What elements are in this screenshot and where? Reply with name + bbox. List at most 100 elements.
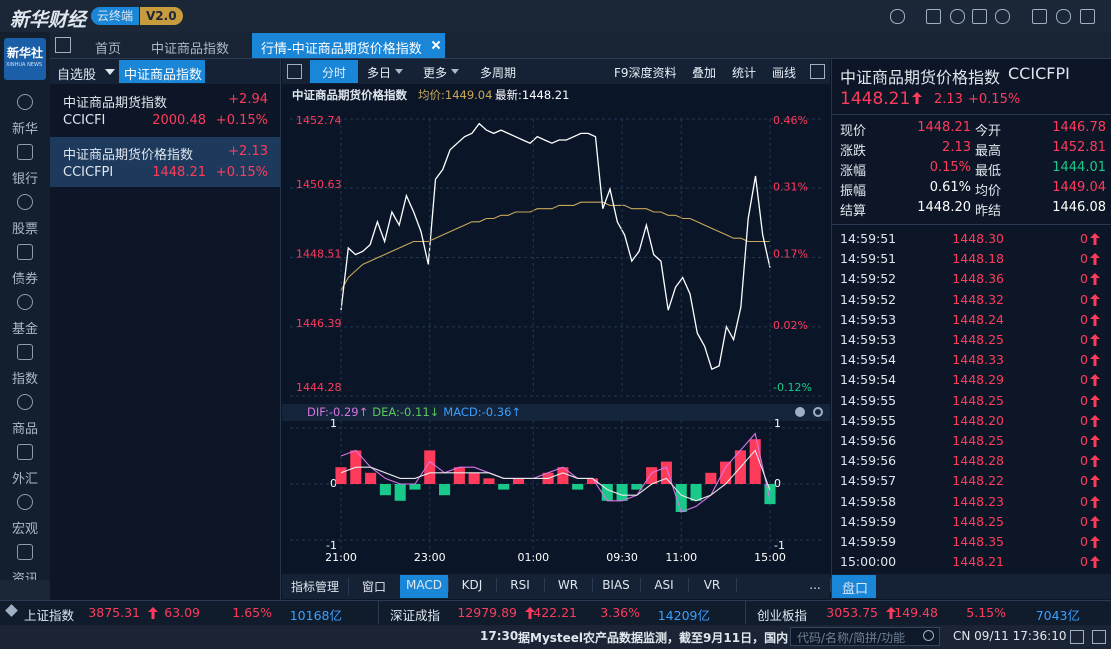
toolbar-icon[interactable] [1056, 9, 1071, 24]
dropdown-caret[interactable] [395, 69, 403, 74]
trade-price: 1448.25 [952, 513, 1004, 529]
news-time: 17:30 [480, 629, 519, 643]
dropdown-caret[interactable] [105, 69, 115, 75]
stat-label: 涨幅 [840, 164, 867, 179]
tab[interactable]: 中证商品指数 [151, 42, 230, 57]
nav-label[interactable]: 商品 [12, 422, 39, 437]
indicator-tab[interactable]: 窗口 [348, 578, 401, 595]
item-code[interactable]: CCICFPI [63, 165, 114, 180]
macd-bar [705, 472, 717, 484]
item-change[interactable]: +2.13 [228, 144, 268, 159]
indicator-tab[interactable]: BIAS [592, 578, 641, 592]
index-price: 12979.89 [457, 605, 517, 620]
active-quote-tab[interactable] [832, 575, 876, 598]
index-name[interactable]: 上证指数 [24, 608, 75, 623]
nav-icon[interactable] [17, 244, 33, 260]
status-icon[interactable] [1092, 630, 1106, 644]
watchlist-tab-active[interactable] [119, 60, 205, 83]
nav-label[interactable]: 股票 [12, 222, 39, 237]
trade-price: 1448.25 [952, 332, 1004, 347]
panel-toggle-icon[interactable] [287, 64, 302, 79]
nav-label[interactable]: 宏观 [12, 522, 39, 537]
indicator-tab[interactable]: RSI [496, 578, 545, 592]
clock: CN 09/11 17:36:10 [953, 629, 1067, 643]
active-indicator-tab[interactable] [400, 575, 448, 598]
item-price[interactable]: 1448.21 [152, 165, 206, 180]
nav-icon[interactable] [17, 494, 33, 510]
nav-label[interactable]: 债券 [12, 272, 39, 287]
dropdown-caret[interactable] [451, 69, 459, 74]
toolbar-icon[interactable] [972, 9, 987, 24]
toolbar-icon[interactable] [1080, 9, 1095, 24]
index-change: 63.09 [164, 605, 200, 620]
toolbar-icon[interactable] [995, 9, 1010, 24]
trade-price: 1448.20 [952, 412, 1004, 428]
toolbar-icon[interactable] [926, 9, 941, 24]
toolbar-button[interactable]: F9深度资料 [614, 66, 677, 80]
nav-icon[interactable] [17, 394, 33, 410]
item-code[interactable]: CCICFI [63, 113, 106, 128]
nav-icon[interactable] [17, 294, 33, 310]
active-tab[interactable] [252, 33, 445, 58]
item-pct[interactable]: +0.15% [215, 165, 268, 180]
panel-toggle-icon[interactable] [810, 64, 825, 79]
nav-label[interactable]: 外汇 [12, 472, 39, 487]
nav-icon[interactable] [17, 144, 33, 160]
search-box[interactable] [790, 627, 940, 646]
nav-label[interactable]: 基金 [12, 322, 39, 337]
news-text[interactable]: 据Mysteel农产品数据监测，截至9月11日，国内主要 [518, 631, 788, 645]
toolbar-icon[interactable] [890, 9, 905, 24]
item-price[interactable]: 2000.48 [152, 113, 206, 128]
status-icon[interactable] [1070, 630, 1084, 644]
nav-scroll[interactable] [0, 580, 50, 600]
tab[interactable]: 行情-中证商品期货价格指数 [261, 42, 422, 57]
quote-tab[interactable]: 盘口 [842, 582, 869, 597]
index-name[interactable]: 创业板指 [757, 608, 808, 623]
active-toolbar-button[interactable] [310, 60, 358, 83]
nav-icon[interactable] [17, 444, 33, 460]
trade-price: 1448.28 [952, 453, 1004, 469]
indicator-tab[interactable]: ... [800, 578, 831, 592]
nav-icon[interactable] [17, 194, 33, 210]
tab-toggle-icon[interactable] [55, 37, 71, 53]
toolbar-button[interactable]: 叠加 [692, 66, 717, 80]
watchlist-tab[interactable]: 自选股 [57, 68, 97, 83]
nav-icon[interactable] [17, 344, 33, 360]
toolbar-button[interactable]: 画线 [772, 66, 797, 80]
item-change[interactable]: +2.94 [228, 92, 268, 107]
search-placeholder[interactable]: 代码/名称/简拼/功能 [797, 631, 906, 645]
indicator-tab[interactable]: KDJ [448, 578, 497, 592]
toolbar-button[interactable]: 多周期 [480, 66, 517, 80]
toolbar-icon[interactable] [950, 9, 965, 24]
toolbar-button[interactable]: 多日 [367, 66, 392, 80]
nav-icon[interactable] [17, 94, 33, 110]
toolbar-button[interactable]: 统计 [732, 66, 757, 80]
item-pct[interactable]: +0.15% [215, 113, 268, 128]
nav-label[interactable]: 指数 [12, 372, 39, 387]
settings-icon[interactable] [813, 407, 823, 417]
item-name[interactable]: 中证商品期货价格指数 [63, 148, 194, 163]
y-tick-label: 1450.63 [296, 178, 342, 191]
indicator-tab[interactable]: 指标管理 [282, 578, 349, 595]
toolbar-icon[interactable] [1032, 9, 1047, 24]
item-name[interactable]: 中证商品期货指数 [63, 96, 168, 111]
indicator-tab[interactable]: VR [688, 578, 737, 592]
search-icon[interactable] [923, 630, 934, 641]
stat-label: 结算 [840, 204, 867, 219]
index-name[interactable]: 深证成指 [390, 608, 441, 623]
trade-price: 1448.25 [952, 433, 1004, 448]
indicator-tab[interactable]: WR [544, 578, 593, 592]
watchlist-tab[interactable]: 中证商品指数 [124, 68, 203, 83]
indicator-tab[interactable]: MACD [400, 578, 449, 592]
stat-value: 1444.01 [1052, 160, 1106, 175]
x-tick-label: 23:00 [414, 551, 446, 564]
indicator-tab[interactable]: ASI [640, 578, 689, 592]
tab[interactable]: 首页 [95, 42, 122, 57]
nav-label[interactable]: 新华 [12, 122, 39, 137]
toolbar-button[interactable]: 更多 [423, 66, 448, 80]
close-icon[interactable] [795, 407, 805, 417]
nav-label[interactable]: 银行 [12, 172, 39, 187]
nav-icon[interactable] [17, 544, 33, 560]
selected-row[interactable] [50, 137, 280, 187]
toolbar-button[interactable]: 分时 [322, 66, 347, 80]
